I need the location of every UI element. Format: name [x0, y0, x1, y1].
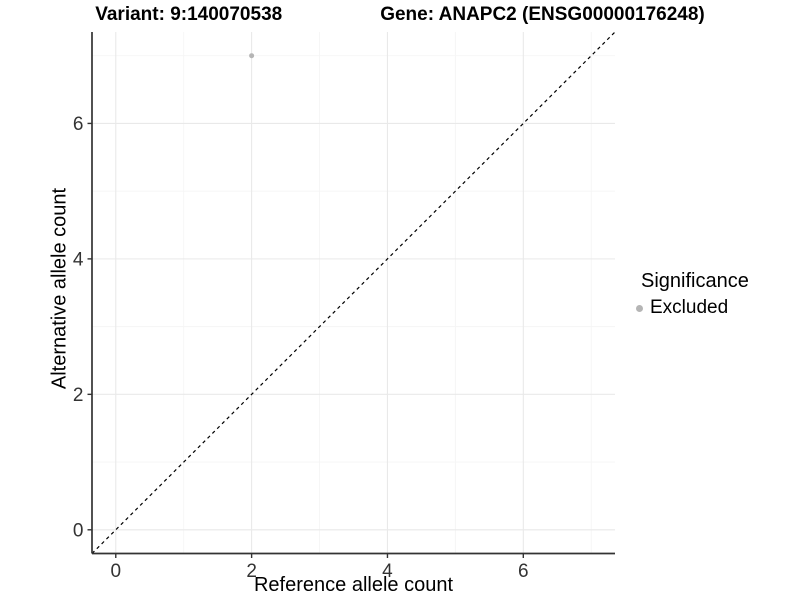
- y-tick-label: 4: [73, 249, 84, 270]
- y-tick-label: 2: [73, 385, 84, 406]
- y-tick-label: 0: [73, 520, 84, 541]
- legend: Significance Excluded: [631, 270, 796, 319]
- data-point: [249, 53, 255, 59]
- x-axis-title: Reference allele count: [253, 574, 453, 596]
- x-tick-label: 4: [382, 561, 393, 582]
- y-axis-title: Alternative allele count: [48, 187, 71, 390]
- legend-item-label: Excluded: [650, 297, 729, 318]
- legend-point-icon: [636, 304, 643, 312]
- identity-line: [91, 31, 616, 554]
- x-tick-label: 0: [110, 561, 121, 582]
- x-tick-label: 2: [246, 561, 257, 582]
- plot-title-gene: Gene: ANAPC2 (ENSG00000176248): [380, 4, 705, 25]
- plot-title: Variant: 9:140070538 Gene: ANAPC2 (ENSG0…: [0, 4, 800, 26]
- y-tick-label: 6: [73, 114, 84, 135]
- x-tick-label: 6: [518, 561, 529, 582]
- legend-title: Significance: [641, 270, 749, 292]
- plot-title-variant: Variant: 9:140070538: [95, 4, 283, 25]
- legend-item-excluded: Excluded: [631, 297, 796, 319]
